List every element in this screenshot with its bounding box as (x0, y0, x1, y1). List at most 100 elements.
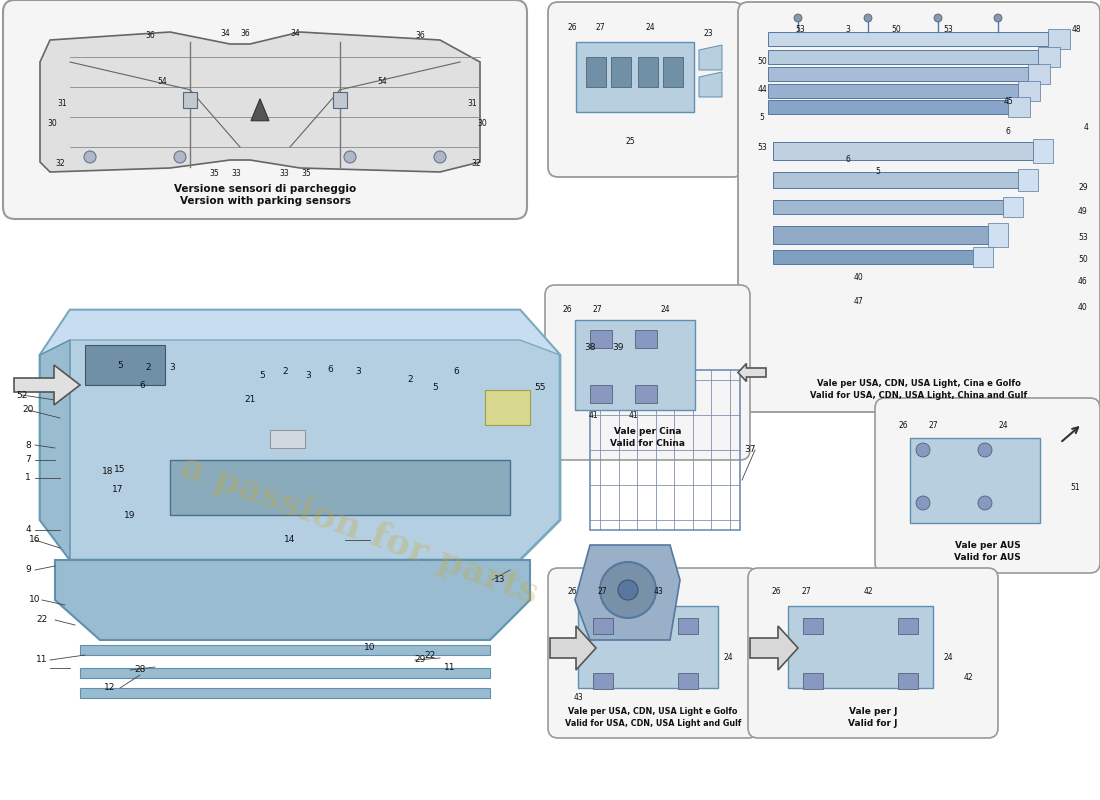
Bar (638, 57, 658, 87)
Text: 11: 11 (36, 655, 47, 665)
Bar (1038, 47, 1060, 67)
Text: 5: 5 (876, 167, 880, 177)
Text: 51: 51 (1070, 483, 1080, 493)
Circle shape (916, 443, 930, 457)
Bar (768, 32, 1048, 46)
Circle shape (916, 496, 930, 510)
FancyBboxPatch shape (548, 2, 742, 177)
Text: Valid for USA, CDN, USA Light, China and Gulf: Valid for USA, CDN, USA Light, China and… (811, 391, 1027, 401)
Polygon shape (738, 363, 766, 382)
Text: 16: 16 (30, 535, 41, 545)
Polygon shape (80, 688, 490, 698)
Text: 6: 6 (846, 155, 850, 165)
Text: 26: 26 (899, 422, 907, 430)
Text: 24: 24 (943, 654, 953, 662)
Circle shape (344, 151, 356, 163)
Bar (270, 430, 305, 448)
Polygon shape (750, 626, 798, 670)
Text: 53: 53 (757, 142, 767, 151)
Circle shape (84, 151, 96, 163)
Text: 40: 40 (854, 273, 862, 282)
Bar (773, 172, 1018, 188)
Bar (1028, 64, 1050, 84)
Text: 21: 21 (244, 395, 255, 405)
Bar (788, 606, 933, 688)
Bar (768, 100, 1008, 114)
Text: 34: 34 (220, 30, 230, 38)
Text: 5: 5 (432, 383, 438, 393)
Text: 13: 13 (494, 575, 506, 585)
Bar (1018, 169, 1038, 191)
Text: 12: 12 (104, 683, 116, 693)
Text: 4: 4 (25, 526, 31, 534)
Text: Vale per Cina: Vale per Cina (614, 427, 681, 437)
Text: 2: 2 (145, 363, 151, 373)
Bar (635, 330, 657, 348)
Text: 26: 26 (771, 587, 781, 597)
Text: 42: 42 (964, 674, 972, 682)
Text: Valid for J: Valid for J (848, 718, 898, 727)
Text: 1: 1 (25, 474, 31, 482)
Text: Versione sensori di parcheggio: Versione sensori di parcheggio (174, 184, 356, 194)
Text: 23: 23 (703, 30, 713, 38)
Text: 54: 54 (157, 78, 167, 86)
Text: 31: 31 (57, 99, 67, 109)
Text: 27: 27 (592, 305, 602, 314)
Polygon shape (698, 72, 722, 97)
Bar (773, 226, 988, 244)
Text: 17: 17 (112, 486, 123, 494)
Text: 33: 33 (279, 170, 289, 178)
Bar (988, 223, 1008, 247)
Polygon shape (576, 42, 694, 112)
Text: 6: 6 (1005, 127, 1011, 137)
Text: 18: 18 (102, 467, 113, 477)
Text: 8: 8 (25, 441, 31, 450)
Circle shape (978, 443, 992, 457)
Polygon shape (251, 98, 270, 121)
Text: 48: 48 (1071, 26, 1081, 34)
Text: 19: 19 (124, 510, 135, 519)
Text: 46: 46 (1078, 278, 1088, 286)
Circle shape (174, 151, 186, 163)
Text: 43: 43 (573, 694, 583, 702)
Text: a passion for parts: a passion for parts (176, 450, 543, 610)
Text: 36: 36 (415, 31, 425, 41)
Circle shape (600, 562, 656, 618)
Text: 3: 3 (355, 367, 361, 377)
Polygon shape (40, 310, 560, 355)
Text: 6: 6 (453, 367, 459, 377)
Bar (1048, 29, 1070, 49)
Text: 30: 30 (47, 119, 57, 129)
Text: 27: 27 (597, 587, 607, 597)
Bar (593, 673, 613, 689)
Text: 9: 9 (25, 566, 31, 574)
Bar (773, 250, 974, 264)
Bar (768, 50, 1038, 64)
Text: 3: 3 (169, 363, 175, 373)
Circle shape (994, 14, 1002, 22)
Text: 35: 35 (209, 170, 219, 178)
Bar (663, 57, 683, 87)
Polygon shape (55, 560, 530, 640)
Bar (1008, 97, 1030, 117)
Text: 45: 45 (1003, 98, 1013, 106)
Polygon shape (550, 626, 596, 670)
Bar (593, 618, 613, 634)
Bar (590, 330, 612, 348)
Text: 55: 55 (535, 383, 546, 393)
Text: 5: 5 (260, 370, 265, 379)
Text: Vale per USA, CDN, USA Light e Golfo: Vale per USA, CDN, USA Light e Golfo (569, 707, 738, 717)
Bar (974, 247, 993, 267)
Bar (898, 673, 918, 689)
Bar (610, 57, 631, 87)
Polygon shape (80, 668, 490, 678)
Bar (85, 345, 165, 385)
Text: 25: 25 (625, 138, 635, 146)
Text: 50: 50 (891, 26, 901, 34)
Bar (586, 57, 606, 87)
Text: 29: 29 (1078, 182, 1088, 191)
Bar (575, 320, 695, 410)
Polygon shape (40, 310, 560, 560)
Bar (578, 606, 718, 688)
Text: 32: 32 (471, 159, 481, 169)
